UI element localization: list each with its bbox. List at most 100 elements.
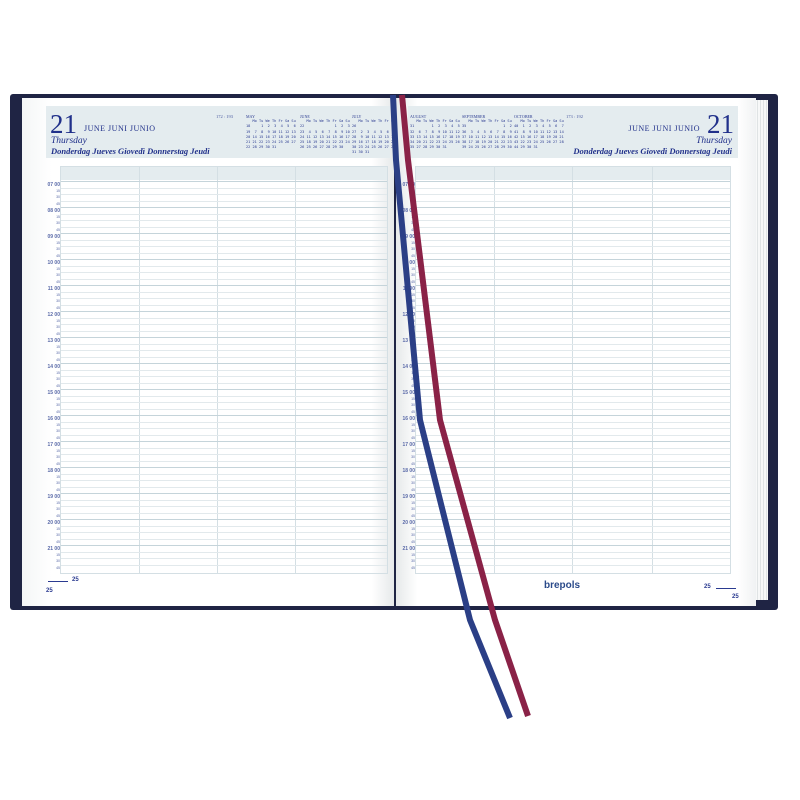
time-row[interactable] — [61, 226, 387, 228]
time-row[interactable] — [61, 324, 387, 325]
time-row[interactable] — [416, 382, 730, 384]
time-row[interactable] — [61, 532, 387, 533]
time-row[interactable] — [416, 246, 730, 247]
time-row[interactable] — [416, 538, 730, 540]
time-row[interactable] — [61, 395, 387, 397]
time-row[interactable] — [61, 558, 387, 559]
time-row[interactable] — [416, 252, 730, 254]
time-row[interactable] — [416, 239, 730, 241]
time-row[interactable] — [61, 382, 387, 384]
time-row[interactable] — [61, 564, 387, 566]
time-row[interactable] — [416, 343, 730, 345]
time-row[interactable] — [416, 259, 730, 260]
time-row[interactable] — [416, 545, 730, 546]
time-row[interactable] — [61, 428, 387, 429]
time-row[interactable] — [416, 291, 730, 293]
time-row[interactable] — [61, 402, 387, 403]
time-row[interactable] — [61, 272, 387, 273]
time-row[interactable] — [416, 512, 730, 514]
time-row[interactable] — [61, 291, 387, 293]
time-row[interactable] — [416, 415, 730, 416]
schedule-grid[interactable]: 07 00 15 30 45 08 00 15 30 45 09 00 15 30 45 10 00 15… — [47, 166, 388, 574]
time-row[interactable] — [61, 369, 387, 371]
time-row[interactable] — [61, 265, 387, 267]
time-row[interactable] — [61, 512, 387, 514]
time-row[interactable] — [416, 194, 730, 195]
time-row[interactable] — [61, 239, 387, 241]
time-row[interactable] — [416, 311, 730, 312]
time-row[interactable] — [416, 181, 730, 182]
time-row[interactable] — [61, 538, 387, 540]
time-row[interactable] — [416, 447, 730, 449]
time-row[interactable] — [61, 408, 387, 410]
time-row[interactable] — [416, 298, 730, 299]
time-row[interactable] — [416, 480, 730, 481]
time-row[interactable] — [61, 415, 387, 416]
time-row[interactable] — [61, 285, 387, 286]
time-row[interactable] — [61, 330, 387, 332]
time-row[interactable] — [61, 220, 387, 221]
time-row[interactable] — [416, 278, 730, 280]
time-row[interactable] — [61, 486, 387, 488]
time-row[interactable] — [416, 285, 730, 286]
time-row[interactable] — [416, 356, 730, 358]
time-row[interactable] — [416, 317, 730, 319]
time-row[interactable] — [416, 519, 730, 520]
time-row[interactable] — [416, 499, 730, 501]
time-row[interactable] — [416, 389, 730, 390]
time-row[interactable] — [61, 376, 387, 377]
time-row[interactable] — [416, 454, 730, 455]
time-row[interactable] — [61, 298, 387, 299]
time-row[interactable] — [61, 551, 387, 553]
time-row[interactable] — [416, 376, 730, 377]
time-row[interactable] — [416, 265, 730, 267]
time-row[interactable] — [416, 473, 730, 475]
time-row[interactable] — [416, 506, 730, 507]
time-row[interactable] — [416, 363, 730, 364]
time-row[interactable] — [416, 434, 730, 436]
time-row[interactable] — [416, 467, 730, 468]
time-row[interactable] — [61, 363, 387, 364]
time-row[interactable] — [61, 317, 387, 319]
time-row[interactable] — [61, 467, 387, 468]
time-row[interactable] — [416, 272, 730, 273]
time-row[interactable] — [416, 558, 730, 559]
time-row[interactable] — [61, 506, 387, 507]
time-row[interactable] — [416, 369, 730, 371]
time-row[interactable] — [416, 226, 730, 228]
time-row[interactable] — [61, 525, 387, 527]
time-row[interactable] — [416, 350, 730, 351]
time-row[interactable] — [416, 428, 730, 429]
time-row[interactable] — [416, 460, 730, 462]
time-row[interactable] — [61, 519, 387, 520]
time-row[interactable] — [61, 441, 387, 442]
time-row[interactable] — [416, 233, 730, 234]
time-row[interactable] — [61, 252, 387, 254]
time-row[interactable] — [416, 330, 730, 332]
time-row[interactable] — [416, 395, 730, 397]
time-row[interactable] — [416, 441, 730, 442]
time-row[interactable] — [416, 486, 730, 488]
time-row[interactable] — [416, 564, 730, 566]
time-row[interactable] — [61, 447, 387, 449]
time-row[interactable] — [61, 473, 387, 475]
time-row[interactable] — [416, 200, 730, 202]
time-row[interactable] — [61, 213, 387, 215]
time-row[interactable] — [416, 402, 730, 403]
time-row[interactable] — [61, 421, 387, 423]
time-row[interactable] — [61, 233, 387, 234]
time-row[interactable] — [61, 337, 387, 338]
time-row[interactable] — [61, 311, 387, 312]
time-row[interactable] — [416, 324, 730, 325]
time-row[interactable] — [61, 246, 387, 247]
time-row[interactable] — [61, 499, 387, 501]
time-row[interactable] — [61, 304, 387, 306]
time-row[interactable] — [416, 337, 730, 338]
time-row[interactable] — [61, 389, 387, 390]
time-row[interactable] — [416, 551, 730, 553]
time-row[interactable] — [61, 187, 387, 189]
time-row[interactable] — [416, 304, 730, 306]
time-row[interactable] — [61, 343, 387, 345]
time-row[interactable] — [61, 181, 387, 182]
